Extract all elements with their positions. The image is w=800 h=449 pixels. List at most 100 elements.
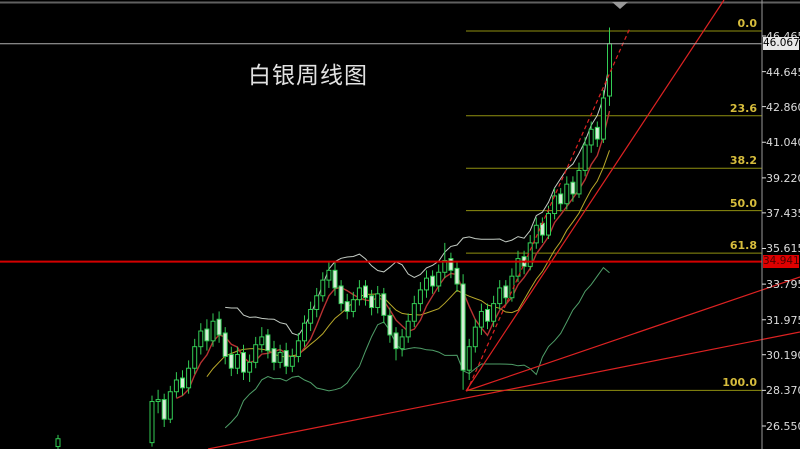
candle-body — [271, 348, 277, 363]
top-marker-icon — [612, 2, 628, 9]
candle-body — [155, 399, 161, 403]
bollinger-lower-line — [224, 266, 610, 429]
candle-body — [497, 287, 503, 305]
candle-body — [314, 295, 320, 310]
fib-label-61.8: 61.8 — [729, 239, 757, 253]
candle-body — [289, 355, 295, 367]
y-axis-label: 35.615 — [766, 242, 800, 256]
candle-body — [393, 332, 399, 350]
y-axis-label: 39.220 — [766, 171, 800, 185]
trend-line-2 — [465, 276, 800, 392]
candle-body — [588, 128, 594, 146]
candle-body — [424, 277, 429, 291]
candle-body — [332, 269, 338, 289]
y-axis-label: 31.975 — [766, 313, 800, 327]
trend-line-3 — [207, 331, 800, 449]
fib-label-100.0: 100.0 — [722, 376, 757, 390]
y-axis-label: 42.860 — [766, 100, 800, 114]
y-axis-label: 37.435 — [766, 206, 800, 220]
candle-body — [302, 322, 307, 342]
candle-body — [55, 438, 61, 448]
y-axis-label: 33.795 — [766, 278, 800, 292]
candle-body — [259, 336, 265, 346]
candle-body — [515, 258, 521, 277]
candle-body — [472, 326, 478, 348]
y-axis-label: 28.370 — [766, 384, 800, 398]
candle-body — [210, 320, 216, 342]
candle-body — [375, 293, 381, 309]
candle-body — [582, 144, 588, 171]
candle-body — [405, 320, 411, 338]
candle-body — [485, 308, 490, 322]
candle-body — [356, 287, 362, 301]
candle-body — [186, 367, 192, 389]
candle-body — [466, 346, 472, 371]
candle-body — [442, 260, 448, 273]
candle-body — [253, 344, 259, 363]
candle-body — [161, 399, 167, 420]
candle-body — [564, 183, 570, 205]
candle-body — [448, 258, 454, 271]
candle-body — [344, 301, 350, 312]
candle-body — [594, 126, 600, 140]
candle-body — [283, 350, 289, 367]
fib-label-38.2: 38.2 — [729, 154, 757, 168]
candle-body — [320, 279, 326, 297]
candle-body — [387, 314, 393, 336]
fib-label-50.0: 50.0 — [729, 196, 757, 210]
candle-body — [277, 352, 283, 363]
candle-body — [308, 308, 314, 324]
chart-title: 白银周线图 — [248, 63, 368, 89]
alert-price-badge: 34.941 — [763, 255, 800, 269]
candle-body — [326, 269, 332, 281]
candle-body — [399, 336, 405, 350]
candle-body — [454, 267, 460, 285]
candle-body — [204, 328, 210, 342]
candle-body — [576, 169, 582, 195]
candle-body — [558, 193, 564, 205]
current-price-badge: 46.067 — [763, 37, 800, 51]
candle-body — [503, 285, 509, 299]
candle-body — [363, 285, 368, 299]
candle-body — [222, 332, 228, 357]
candle-body — [533, 224, 539, 244]
candle-body — [546, 213, 551, 236]
candle-body — [234, 354, 240, 369]
candle-body — [369, 295, 375, 309]
candle-body — [241, 352, 246, 373]
candle-body — [192, 346, 198, 369]
candle-body — [350, 299, 356, 312]
bollinger-upper-line — [225, 62, 610, 336]
candle-body — [478, 310, 484, 328]
candle-body — [173, 379, 179, 393]
candle-body — [417, 289, 423, 305]
candle-body — [430, 275, 436, 287]
y-axis-label: 30.190 — [766, 348, 800, 362]
candle-body — [570, 181, 576, 195]
candle-body — [460, 283, 466, 371]
y-axis-label: 44.645 — [766, 65, 800, 79]
candle-body — [216, 318, 222, 336]
candle-body — [180, 377, 185, 389]
fib-label-0.0: 0.0 — [737, 17, 758, 30]
candle-body — [295, 340, 301, 357]
candle-body — [411, 303, 417, 322]
candle-body — [539, 222, 545, 236]
candle-body — [436, 271, 442, 287]
candle-body — [338, 285, 344, 305]
trend-line-1 — [465, 0, 725, 392]
candle-body — [265, 334, 271, 352]
candle-body — [491, 303, 497, 322]
candle-body — [198, 330, 204, 348]
trend-line-dotted-1 — [466, 27, 631, 392]
candle-body — [228, 354, 234, 369]
ma-fast-line — [176, 110, 611, 400]
y-axis-label: 41.040 — [766, 136, 800, 150]
candle-body — [381, 293, 387, 316]
candle-body — [247, 361, 253, 373]
fib-label-23.6: 23.6 — [729, 101, 757, 115]
candle-body — [167, 391, 173, 420]
candle-body — [149, 401, 155, 444]
